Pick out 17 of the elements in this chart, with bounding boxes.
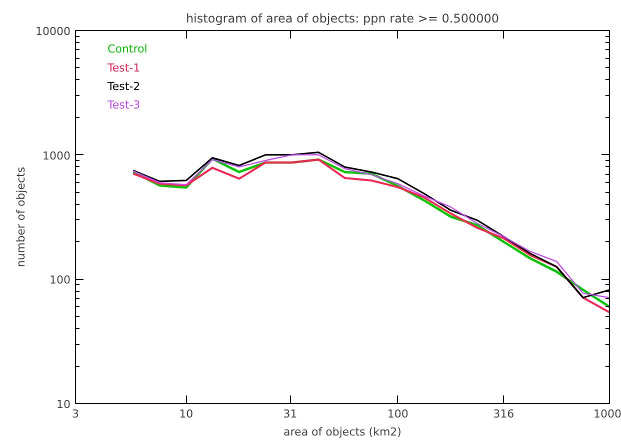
text: Test-2 <box>106 80 140 93</box>
x-tick-label: 316 <box>493 408 514 420</box>
text: Test-1 <box>106 61 140 74</box>
x-tick-label: 100 <box>387 408 408 420</box>
chart-title: histogram of area of objects: ppn rate >= 0.500000 <box>186 12 500 26</box>
x-axis-title: area of objects (km2) <box>284 426 402 438</box>
y-tick-label: 100 <box>50 274 71 287</box>
y-axis-title: number of objects <box>14 166 28 268</box>
x-tick-label: 3 <box>72 408 79 420</box>
x-tick-label: 1000 <box>594 408 621 420</box>
x-tick-label: 10 <box>179 408 194 420</box>
y-tick-label: 1000 <box>42 149 71 162</box>
text: Control <box>108 42 148 56</box>
text: Test-3 <box>106 98 140 112</box>
x-tick-label: 31 <box>283 408 298 420</box>
y-tick-label: 10000 <box>36 25 71 38</box>
y-tick-label: 10 <box>56 398 71 411</box>
